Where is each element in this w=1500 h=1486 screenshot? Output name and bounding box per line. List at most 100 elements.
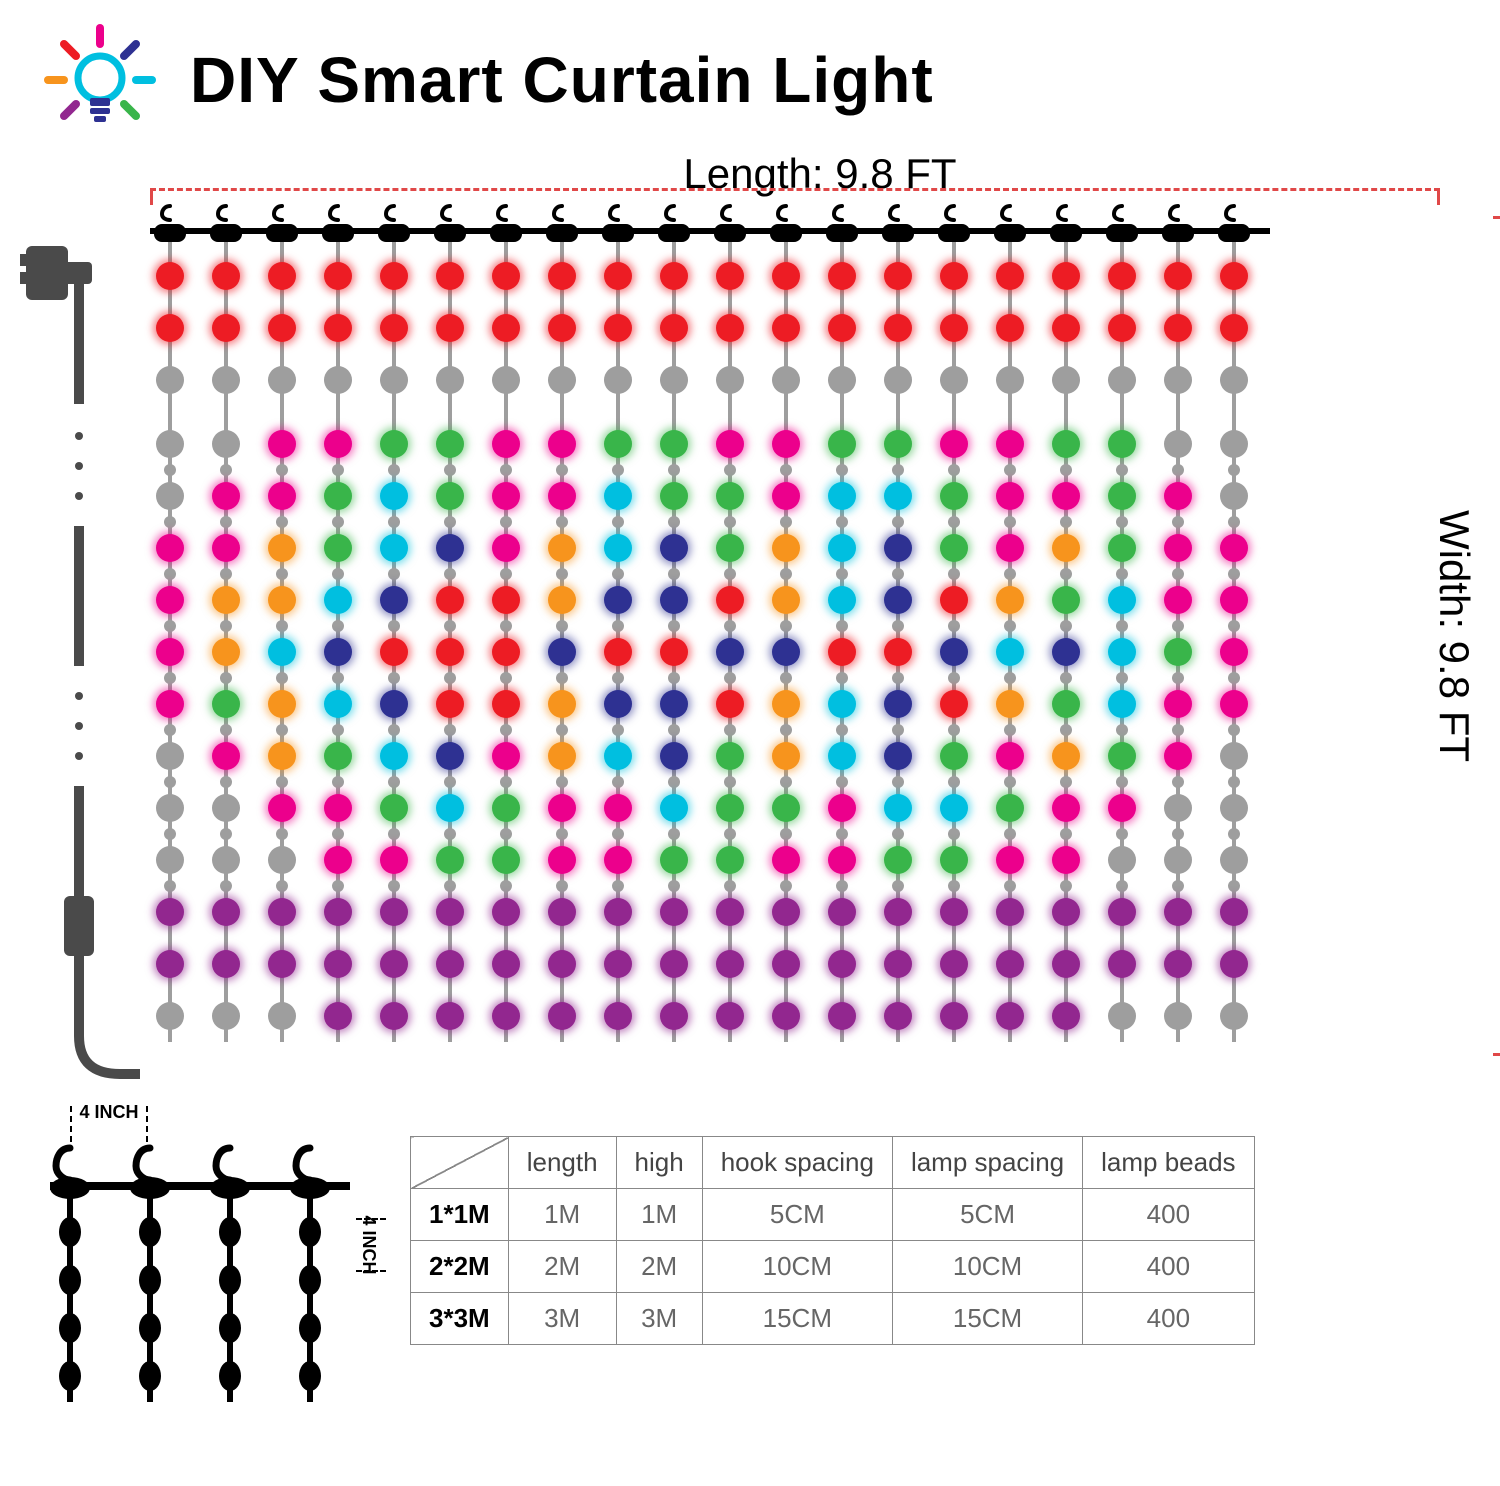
lamp-bead [1052,482,1080,510]
lamp-bead [268,742,296,770]
spacer-bead [1060,724,1072,736]
spacer-bead [164,516,176,528]
spacer-bead [1228,516,1240,528]
clip [770,224,802,242]
spacer-bead [220,776,232,788]
lamp-bead [1164,534,1192,562]
lamp-bead [604,794,632,822]
spacer-bead [780,776,792,788]
clip [826,224,858,242]
spacer-bead [892,724,904,736]
spacer-bead [780,828,792,840]
lamp-bead [1052,1002,1080,1030]
spacer-bead [332,516,344,528]
lamp-bead [380,314,408,342]
lamp-bead [660,586,688,614]
lamp-bead [492,950,520,978]
spacer-bead [1172,672,1184,684]
lamp-bead [492,430,520,458]
lamp-bead [268,534,296,562]
lamp-bead [1164,482,1192,510]
spacer-bead [668,828,680,840]
lamp-bead [660,262,688,290]
spacer-bead [500,880,512,892]
lamp-bead [828,794,856,822]
spacer-bead [724,516,736,528]
spacer-bead [332,568,344,580]
lamp-bead [548,586,576,614]
lamp-bead [996,430,1024,458]
table-column-header: length [508,1137,616,1189]
lamp-bead [324,262,352,290]
lamp-bead [604,1002,632,1030]
spacer-bead [724,672,736,684]
table-cell: 400 [1083,1241,1254,1293]
lamp-bead [940,846,968,874]
lamp-bead [436,690,464,718]
table-cell: 400 [1083,1293,1254,1345]
spacer-bead [948,464,960,476]
lamp-bead [772,534,800,562]
spacer-bead [164,620,176,632]
lamp-bead [996,950,1024,978]
lamp-bead [492,314,520,342]
lamp-bead [156,366,184,394]
lamp-bead [884,846,912,874]
spacer-bead [836,776,848,788]
power-plug-area [20,206,140,1066]
lamp-bead [660,742,688,770]
lamp-bead [716,846,744,874]
lamp-bead [436,314,464,342]
spacer-bead [276,828,288,840]
lamp-bead [324,482,352,510]
lamp-bead [1164,690,1192,718]
lamp-bead [660,482,688,510]
lamp-bead [1164,262,1192,290]
lamp-bead [212,262,240,290]
lamp-bead [156,638,184,666]
lamp-bead [1052,366,1080,394]
lamp-bead [324,314,352,342]
lamp-bead [940,1002,968,1030]
lamp-bead [212,950,240,978]
table-corner [411,1137,509,1189]
lamp-bead [212,690,240,718]
spacer-bead [892,776,904,788]
spacer-bead [444,776,456,788]
length-bracket [150,188,1440,202]
lamp-bead [380,846,408,874]
lamp-bead [1164,898,1192,926]
spacer-bead [1228,568,1240,580]
spacer-bead [612,880,624,892]
spacer-bead [612,724,624,736]
spacer-bead [1172,776,1184,788]
spacer-bead [1004,672,1016,684]
lamp-bead [884,898,912,926]
spacer-bead [220,516,232,528]
spacer-bead [500,724,512,736]
lamp-bead [604,950,632,978]
lamp-bead [1052,586,1080,614]
lamp-bead [772,366,800,394]
lamp-bead [604,262,632,290]
lamp-bead [1164,366,1192,394]
lamp-bead [156,794,184,822]
spacer-bead [276,776,288,788]
spacer-bead [780,568,792,580]
spacer-bead [1228,828,1240,840]
lamp-bead [996,482,1024,510]
lamp-bead [772,690,800,718]
lamp-bead [716,742,744,770]
lamp-bead [604,534,632,562]
lamp-bead [884,950,912,978]
spacer-bead [164,880,176,892]
lamp-bead [212,534,240,562]
clip [154,224,186,242]
lamp-bead [268,846,296,874]
spacer-bead [388,880,400,892]
spacer-bead [444,672,456,684]
lamp-bead [436,534,464,562]
lamp-bead [1164,742,1192,770]
lamp-bead [1052,638,1080,666]
lamp-bead [268,638,296,666]
